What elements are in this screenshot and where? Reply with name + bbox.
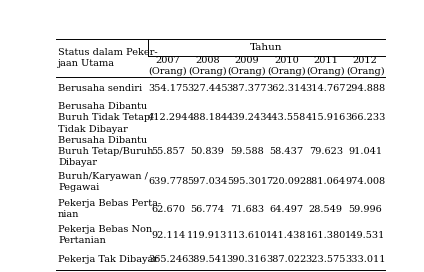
Text: 390.316: 390.316 [227, 255, 267, 264]
Text: Berusaha Dibantu
Buruh Tetap/Buruh
Dibayar: Berusaha Dibantu Buruh Tetap/Buruh Dibay… [58, 136, 153, 167]
Text: Pekerja Tak Dibayar: Pekerja Tak Dibayar [58, 255, 158, 264]
Text: 149.531: 149.531 [345, 231, 385, 240]
Text: 488.184: 488.184 [187, 113, 228, 122]
Text: 141.438: 141.438 [266, 231, 307, 240]
Text: 415.916: 415.916 [306, 113, 346, 122]
Text: 639.778: 639.778 [148, 177, 188, 186]
Text: 389.541: 389.541 [187, 255, 228, 264]
Text: 387.022: 387.022 [266, 255, 307, 264]
Text: 327.445: 327.445 [187, 84, 228, 93]
Text: 113.610: 113.610 [227, 231, 267, 240]
Text: 28.549: 28.549 [309, 205, 343, 214]
Text: 119.913: 119.913 [187, 231, 228, 240]
Text: Buruh/Karyawan /
Pegawai: Buruh/Karyawan / Pegawai [58, 172, 148, 192]
Text: 2012
(Orang): 2012 (Orang) [346, 56, 385, 76]
Text: 62.670: 62.670 [151, 205, 185, 214]
Text: 58.437: 58.437 [269, 147, 303, 156]
Text: 881.064: 881.064 [306, 177, 346, 186]
Text: 2008
(Orang): 2008 (Orang) [188, 56, 227, 76]
Text: 412.294: 412.294 [148, 113, 188, 122]
Text: 50.839: 50.839 [190, 147, 224, 156]
Text: Berusaha sendiri: Berusaha sendiri [58, 84, 142, 93]
Text: 59.996: 59.996 [348, 205, 382, 214]
Text: 974.008: 974.008 [345, 177, 385, 186]
Text: Tahun: Tahun [250, 43, 283, 52]
Text: 79.623: 79.623 [309, 147, 343, 156]
Text: Pekerja Bebas Perta-
nian: Pekerja Bebas Perta- nian [58, 199, 161, 219]
Text: 92.114: 92.114 [151, 231, 185, 240]
Text: 55.857: 55.857 [151, 147, 185, 156]
Text: 323.575: 323.575 [306, 255, 346, 264]
Text: 387.377: 387.377 [226, 84, 267, 93]
Text: 443.558: 443.558 [266, 113, 307, 122]
Text: 59.588: 59.588 [230, 147, 264, 156]
Text: 333.011: 333.011 [345, 255, 385, 264]
Text: 362.314: 362.314 [266, 84, 307, 93]
Text: Status dalam Peker-
jaan Utama: Status dalam Peker- jaan Utama [58, 48, 158, 68]
Text: 2009
(Orang): 2009 (Orang) [228, 56, 266, 76]
Text: 64.497: 64.497 [269, 205, 303, 214]
Text: 354.175: 354.175 [148, 84, 188, 93]
Text: Pekerja Bebas Non
Pertanian: Pekerja Bebas Non Pertanian [58, 225, 152, 245]
Text: 161.380: 161.380 [306, 231, 346, 240]
Text: 439.243: 439.243 [226, 113, 267, 122]
Text: 2011
(Orang): 2011 (Orang) [307, 56, 345, 76]
Text: 595.301: 595.301 [227, 177, 267, 186]
Text: 56.774: 56.774 [190, 205, 224, 214]
Text: 2007
(Orang): 2007 (Orang) [149, 56, 187, 76]
Text: 597.034: 597.034 [187, 177, 228, 186]
Text: 314.767: 314.767 [305, 84, 346, 93]
Text: Berusaha Dibantu
Buruh Tidak Tetap/
Tidak Dibayar: Berusaha Dibantu Buruh Tidak Tetap/ Tida… [58, 102, 153, 134]
Text: 71.683: 71.683 [230, 205, 264, 214]
Text: 91.041: 91.041 [348, 147, 382, 156]
Text: 720.092: 720.092 [266, 177, 307, 186]
Text: 365.246: 365.246 [148, 255, 188, 264]
Text: 2010
(Orang): 2010 (Orang) [267, 56, 306, 76]
Text: 294.888: 294.888 [345, 84, 385, 93]
Text: 366.233: 366.233 [345, 113, 385, 122]
